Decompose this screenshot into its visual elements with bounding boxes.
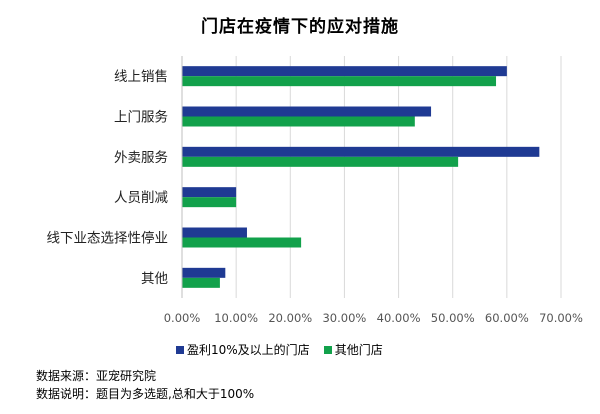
y-category-label: 线下业态选择性停业 [47,230,169,247]
x-tick-label: 0.00% [164,311,201,325]
bar-other [182,277,220,288]
label-layer: 0.00% 10.00% 20.00% 30.00% 40.00% 50.00% 60.00… [47,69,583,325]
legend-label-other: 其他门店 [334,343,383,357]
y-category-label: 人员削减 [114,190,168,206]
bar-profitable [182,146,540,157]
x-tick-label: 70.00% [539,311,583,325]
y-category-label: 上门服务 [114,110,168,126]
bar-profitable [182,227,247,238]
data-source-note: 数据来源：亚宠研究院 [36,369,157,383]
bar-other [182,76,497,87]
y-category-label: 其他 [141,271,168,287]
chart-notes: 数据来源：亚宠研究院 数据说明：题目为多选题,总和大于100% [36,367,254,403]
y-category-label: 线上销售 [114,69,168,85]
bar-layer [182,66,540,288]
bar-other [182,197,237,208]
x-tick-label: 10.00% [214,311,258,325]
grid-layer [235,56,562,298]
bar-other [182,156,459,167]
y-category-label: 外卖服务 [114,150,168,166]
legend-swatch-other [323,345,332,354]
x-tick-label: 50.00% [431,311,475,325]
bar-profitable [182,66,507,77]
data-explanation-note: 数据说明：题目为多选题,总和大于100% [36,387,255,401]
legend: 盈利10%及以上的门店 其他门店 [176,341,383,358]
legend-swatch-profitable [176,345,184,354]
x-tick-label: 40.00% [377,311,421,325]
legend-label-profitable: 盈利10%及以上的门店 [187,343,310,357]
x-tick-label: 20.00% [268,311,312,325]
bar-other [182,237,302,248]
x-tick-label: 60.00% [485,311,529,325]
bar-profitable [182,106,432,117]
bar-profitable [182,187,237,198]
legend-item-other: 其他门店 [323,341,383,358]
legend-item-profitable: 盈利10%及以上的门店 [176,341,310,358]
bar-profitable [182,267,226,278]
bar-other [182,116,415,127]
x-tick-label: 30.00% [322,311,366,325]
chart-title: 门店在疫情下的应对措施 [201,17,399,37]
